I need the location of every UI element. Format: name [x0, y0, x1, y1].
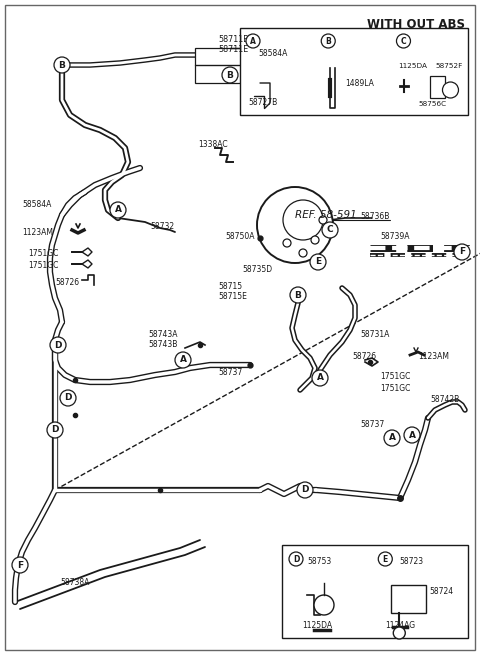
Text: 58711B: 58711B	[218, 35, 249, 44]
Circle shape	[246, 34, 260, 48]
FancyBboxPatch shape	[391, 585, 426, 613]
Circle shape	[378, 552, 392, 566]
Text: 58726: 58726	[352, 352, 376, 361]
Text: 1123AM: 1123AM	[418, 352, 449, 361]
Circle shape	[311, 236, 319, 244]
FancyBboxPatch shape	[431, 76, 445, 98]
Circle shape	[319, 216, 327, 224]
Circle shape	[297, 482, 313, 498]
Text: 58711E: 58711E	[218, 45, 248, 54]
Text: 1751GC: 1751GC	[28, 249, 59, 258]
Circle shape	[257, 187, 333, 263]
Text: A: A	[250, 37, 256, 45]
Text: 58584A: 58584A	[22, 200, 51, 209]
Text: 1125DA: 1125DA	[398, 63, 428, 69]
Circle shape	[60, 390, 76, 406]
Circle shape	[175, 352, 191, 368]
Circle shape	[312, 370, 328, 386]
Text: 58743A: 58743A	[148, 330, 178, 339]
Text: 1489LA: 1489LA	[345, 79, 374, 88]
FancyBboxPatch shape	[282, 545, 468, 638]
Text: A: A	[180, 356, 187, 364]
Circle shape	[393, 627, 405, 639]
Text: 58752F: 58752F	[435, 63, 463, 69]
Text: 58737: 58737	[218, 368, 242, 377]
Circle shape	[404, 427, 420, 443]
Circle shape	[110, 202, 126, 218]
Text: D: D	[293, 555, 299, 563]
Text: 1123AM: 1123AM	[22, 228, 53, 237]
Circle shape	[310, 254, 326, 270]
Text: D: D	[301, 485, 309, 495]
Circle shape	[47, 422, 63, 438]
Text: 58732: 58732	[150, 222, 174, 231]
Text: 1751GC: 1751GC	[380, 384, 410, 393]
Text: 58726: 58726	[55, 278, 79, 287]
Text: D: D	[51, 426, 59, 434]
Text: 58736B: 58736B	[360, 212, 389, 221]
Circle shape	[454, 244, 470, 260]
Text: 1125DA: 1125DA	[302, 621, 332, 630]
Text: B: B	[295, 291, 301, 299]
Circle shape	[289, 552, 303, 566]
Text: 58739A: 58739A	[380, 232, 409, 241]
Text: E: E	[383, 555, 388, 563]
Circle shape	[299, 249, 307, 257]
Circle shape	[384, 430, 400, 446]
Text: WITH OUT ABS: WITH OUT ABS	[367, 18, 465, 31]
Text: B: B	[325, 37, 331, 45]
Text: B: B	[227, 71, 233, 79]
Text: A: A	[408, 430, 416, 440]
Text: C: C	[401, 37, 406, 45]
Text: 58753: 58753	[307, 557, 331, 566]
Text: 58584A: 58584A	[258, 49, 288, 58]
Circle shape	[443, 82, 458, 98]
Text: 58737: 58737	[360, 420, 384, 429]
Text: A: A	[115, 206, 121, 214]
Text: 58731A: 58731A	[360, 330, 389, 339]
Circle shape	[222, 67, 238, 83]
Text: 58723: 58723	[399, 557, 423, 566]
Circle shape	[321, 34, 335, 48]
Text: 58735D: 58735D	[242, 265, 272, 274]
Text: REF. 58-591: REF. 58-591	[295, 210, 357, 220]
Text: F: F	[459, 248, 465, 257]
Circle shape	[396, 34, 410, 48]
Text: D: D	[54, 341, 62, 350]
Circle shape	[283, 200, 323, 240]
Text: D: D	[64, 394, 72, 403]
Text: 58715: 58715	[218, 282, 242, 291]
Text: 58727B: 58727B	[248, 98, 277, 107]
Text: 58750A: 58750A	[225, 232, 254, 241]
Text: 1124AG: 1124AG	[385, 621, 415, 630]
Circle shape	[54, 57, 70, 73]
Text: C: C	[327, 225, 333, 234]
Text: B: B	[59, 60, 65, 69]
Text: 58715E: 58715E	[218, 292, 247, 301]
Text: 58724: 58724	[429, 587, 454, 596]
Circle shape	[50, 337, 66, 353]
Text: 58756C: 58756C	[419, 101, 446, 107]
Text: A: A	[316, 373, 324, 383]
Text: 1751GC: 1751GC	[28, 261, 59, 270]
Circle shape	[283, 239, 291, 247]
Text: 58743B: 58743B	[148, 340, 178, 349]
FancyBboxPatch shape	[195, 48, 270, 83]
FancyBboxPatch shape	[250, 60, 305, 88]
Text: E: E	[315, 257, 321, 267]
Text: A: A	[388, 434, 396, 443]
Text: 58742B: 58742B	[430, 395, 459, 404]
FancyBboxPatch shape	[240, 28, 468, 115]
Circle shape	[290, 287, 306, 303]
Text: 1338AC: 1338AC	[198, 140, 228, 149]
Circle shape	[322, 222, 338, 238]
Circle shape	[12, 557, 28, 573]
Circle shape	[314, 595, 334, 615]
Text: F: F	[17, 561, 23, 569]
Text: 1751GC: 1751GC	[380, 372, 410, 381]
Text: 58738A: 58738A	[60, 578, 89, 587]
